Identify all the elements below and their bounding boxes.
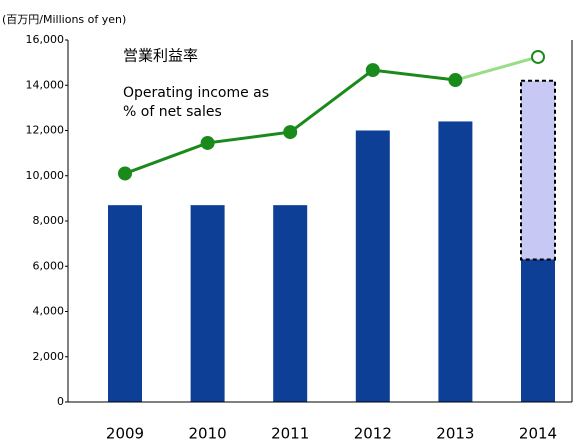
bar <box>273 205 308 402</box>
y-tick-label: 14,000 <box>26 78 65 91</box>
x-tick-label: 2011 <box>271 425 309 443</box>
line-point <box>448 73 463 88</box>
annotation: 営業利益率 <box>123 47 198 65</box>
bar <box>190 205 225 402</box>
unit-label: (百万円/Millions of yen) <box>2 13 126 26</box>
bar <box>355 130 390 402</box>
bar <box>521 259 555 402</box>
y-tick-label: 12,000 <box>26 124 65 137</box>
y-tick-label: 0 <box>57 395 64 408</box>
annotation: Operating income as <box>123 85 269 101</box>
bar <box>108 205 142 402</box>
y-tick-label: 2,000 <box>33 350 65 363</box>
line-point <box>531 49 545 64</box>
line-point <box>118 166 132 181</box>
x-tick-label: 2014 <box>519 425 557 443</box>
forecast-line <box>454 55 539 82</box>
y-tick-label: 6,000 <box>33 259 65 272</box>
x-tick-label: 2009 <box>106 425 144 443</box>
x-tick-label: 2012 <box>354 425 392 443</box>
x-tick-label: 2013 <box>436 425 474 443</box>
annotation: % of net sales <box>123 104 222 120</box>
x-tick-label: 2010 <box>189 425 227 443</box>
bar <box>438 121 473 402</box>
line-point <box>283 125 298 140</box>
y-tick-label: 16,000 <box>26 33 65 46</box>
y-tick-label: 10,000 <box>26 169 65 182</box>
line-point <box>200 135 215 150</box>
y-tick-label: 4,000 <box>33 305 65 318</box>
y-tick-label: 8,000 <box>33 214 65 227</box>
line-point <box>365 63 380 78</box>
bar <box>520 79 556 261</box>
